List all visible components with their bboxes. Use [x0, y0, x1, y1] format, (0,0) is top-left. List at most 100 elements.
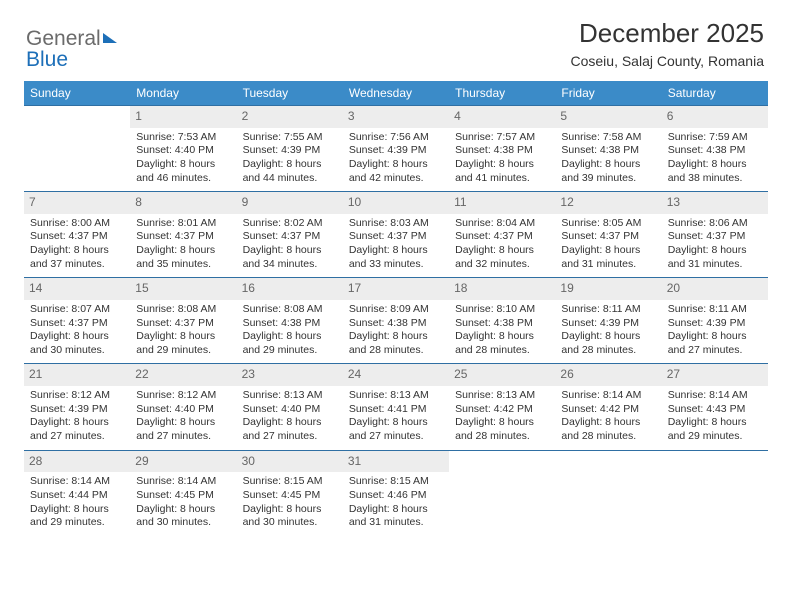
weekday-header: Monday — [130, 81, 236, 106]
day-number: 17 — [343, 278, 449, 300]
logo-text-2: Blue — [26, 48, 68, 71]
calendar-body: 1Sunrise: 7:53 AMSunset: 4:40 PMDaylight… — [24, 106, 768, 537]
cell-line: and 39 minutes. — [561, 172, 655, 186]
cell-line: Sunrise: 7:56 AM — [349, 131, 443, 145]
cell-line: Sunrise: 8:02 AM — [243, 217, 337, 231]
cell-line: and 30 minutes. — [136, 516, 230, 530]
cell-line: and 33 minutes. — [349, 258, 443, 272]
calendar-cell: 29Sunrise: 8:14 AMSunset: 4:45 PMDayligh… — [130, 450, 236, 536]
day-number: 26 — [555, 364, 661, 386]
cell-line: Sunrise: 8:00 AM — [30, 217, 124, 231]
cell-line: Sunset: 4:39 PM — [30, 403, 124, 417]
day-number: 7 — [24, 192, 130, 214]
calendar-row: 28Sunrise: 8:14 AMSunset: 4:44 PMDayligh… — [24, 450, 768, 536]
calendar-cell: 9Sunrise: 8:02 AMSunset: 4:37 PMDaylight… — [237, 192, 343, 278]
cell-line: and 27 minutes. — [349, 430, 443, 444]
cell-line: Daylight: 8 hours — [561, 158, 655, 172]
day-number: 31 — [343, 451, 449, 473]
cell-line: Daylight: 8 hours — [136, 244, 230, 258]
day-number: 6 — [662, 106, 768, 128]
cell-line: and 38 minutes. — [668, 172, 762, 186]
cell-line: and 35 minutes. — [136, 258, 230, 272]
cell-line: Daylight: 8 hours — [243, 503, 337, 517]
cell-line: Sunset: 4:45 PM — [136, 489, 230, 503]
calendar-cell: 26Sunrise: 8:14 AMSunset: 4:42 PMDayligh… — [555, 364, 661, 450]
calendar-cell: 20Sunrise: 8:11 AMSunset: 4:39 PMDayligh… — [662, 278, 768, 364]
day-number: 16 — [237, 278, 343, 300]
cell-line: Daylight: 8 hours — [30, 244, 124, 258]
cell-line: Daylight: 8 hours — [349, 158, 443, 172]
weekday-header: Sunday — [24, 81, 130, 106]
cell-line: Sunrise: 8:15 AM — [243, 475, 337, 489]
calendar-cell-empty — [449, 450, 555, 536]
cell-line: Sunrise: 7:58 AM — [561, 131, 655, 145]
cell-line: Sunrise: 8:13 AM — [455, 389, 549, 403]
cell-line: Daylight: 8 hours — [561, 330, 655, 344]
cell-line: Sunset: 4:37 PM — [243, 230, 337, 244]
cell-line: Sunrise: 8:14 AM — [668, 389, 762, 403]
cell-line: Sunset: 4:44 PM — [30, 489, 124, 503]
calendar-table: SundayMondayTuesdayWednesdayThursdayFrid… — [24, 81, 768, 536]
calendar-cell-empty — [662, 450, 768, 536]
calendar-head: SundayMondayTuesdayWednesdayThursdayFrid… — [24, 81, 768, 106]
logo-triangle-icon — [103, 33, 117, 43]
cell-line: Daylight: 8 hours — [136, 158, 230, 172]
cell-line: Sunset: 4:40 PM — [136, 403, 230, 417]
day-number: 3 — [343, 106, 449, 128]
cell-line: Sunrise: 8:08 AM — [136, 303, 230, 317]
cell-line: and 27 minutes. — [243, 430, 337, 444]
cell-line: Sunrise: 8:13 AM — [349, 389, 443, 403]
cell-line: Sunrise: 8:09 AM — [349, 303, 443, 317]
cell-line: Sunset: 4:46 PM — [349, 489, 443, 503]
cell-line: Sunset: 4:37 PM — [30, 230, 124, 244]
day-number: 30 — [237, 451, 343, 473]
day-number: 28 — [24, 451, 130, 473]
calendar-cell: 23Sunrise: 8:13 AMSunset: 4:40 PMDayligh… — [237, 364, 343, 450]
cell-line: Sunset: 4:37 PM — [668, 230, 762, 244]
calendar-row: 7Sunrise: 8:00 AMSunset: 4:37 PMDaylight… — [24, 192, 768, 278]
cell-line: Sunrise: 8:15 AM — [349, 475, 443, 489]
cell-line: and 31 minutes. — [561, 258, 655, 272]
calendar-cell: 7 Sunrise: 8:00 AMSunset: 4:37 PMDaylight… — [24, 192, 130, 278]
cell-line: Daylight: 8 hours — [668, 158, 762, 172]
cell-line: Daylight: 8 hours — [455, 330, 549, 344]
calendar-cell: 14Sunrise: 8:07 AMSunset: 4:37 PMDayligh… — [24, 278, 130, 364]
calendar-cell: 4Sunrise: 7:57 AMSunset: 4:38 PMDaylight… — [449, 106, 555, 192]
day-number: 19 — [555, 278, 661, 300]
cell-line: Sunset: 4:37 PM — [30, 317, 124, 331]
cell-line: Daylight: 8 hours — [243, 158, 337, 172]
location-subtitle: Coseiu, Salaj County, Romania — [24, 53, 764, 69]
cell-line: Daylight: 8 hours — [30, 330, 124, 344]
calendar-cell: 12Sunrise: 8:05 AMSunset: 4:37 PMDayligh… — [555, 192, 661, 278]
calendar-cell: 24Sunrise: 8:13 AMSunset: 4:41 PMDayligh… — [343, 364, 449, 450]
cell-line: and 27 minutes. — [136, 430, 230, 444]
cell-line: and 28 minutes. — [349, 344, 443, 358]
cell-line: Daylight: 8 hours — [455, 158, 549, 172]
cell-line: Sunset: 4:38 PM — [561, 144, 655, 158]
calendar-cell: 15Sunrise: 8:08 AMSunset: 4:37 PMDayligh… — [130, 278, 236, 364]
cell-line: Daylight: 8 hours — [136, 330, 230, 344]
weekday-header: Tuesday — [237, 81, 343, 106]
weekday-header: Wednesday — [343, 81, 449, 106]
cell-line: Sunrise: 8:06 AM — [668, 217, 762, 231]
day-number: 12 — [555, 192, 661, 214]
cell-line: Sunset: 4:38 PM — [668, 144, 762, 158]
cell-line: and 29 minutes. — [30, 516, 124, 530]
calendar-row: 14Sunrise: 8:07 AMSunset: 4:37 PMDayligh… — [24, 278, 768, 364]
cell-line: Sunrise: 7:57 AM — [455, 131, 549, 145]
calendar-cell-empty — [24, 106, 130, 192]
cell-line: Sunrise: 8:04 AM — [455, 217, 549, 231]
calendar-cell: 19Sunrise: 8:11 AMSunset: 4:39 PMDayligh… — [555, 278, 661, 364]
cell-line: and 34 minutes. — [243, 258, 337, 272]
cell-line: and 28 minutes. — [455, 344, 549, 358]
cell-line: and 44 minutes. — [243, 172, 337, 186]
day-number: 11 — [449, 192, 555, 214]
cell-line: Sunset: 4:42 PM — [455, 403, 549, 417]
day-number: 8 — [130, 192, 236, 214]
cell-line: Sunrise: 8:08 AM — [243, 303, 337, 317]
cell-line: and 46 minutes. — [136, 172, 230, 186]
cell-line: Daylight: 8 hours — [455, 244, 549, 258]
cell-line: Sunset: 4:42 PM — [561, 403, 655, 417]
cell-line: Daylight: 8 hours — [243, 416, 337, 430]
cell-line: and 30 minutes. — [243, 516, 337, 530]
